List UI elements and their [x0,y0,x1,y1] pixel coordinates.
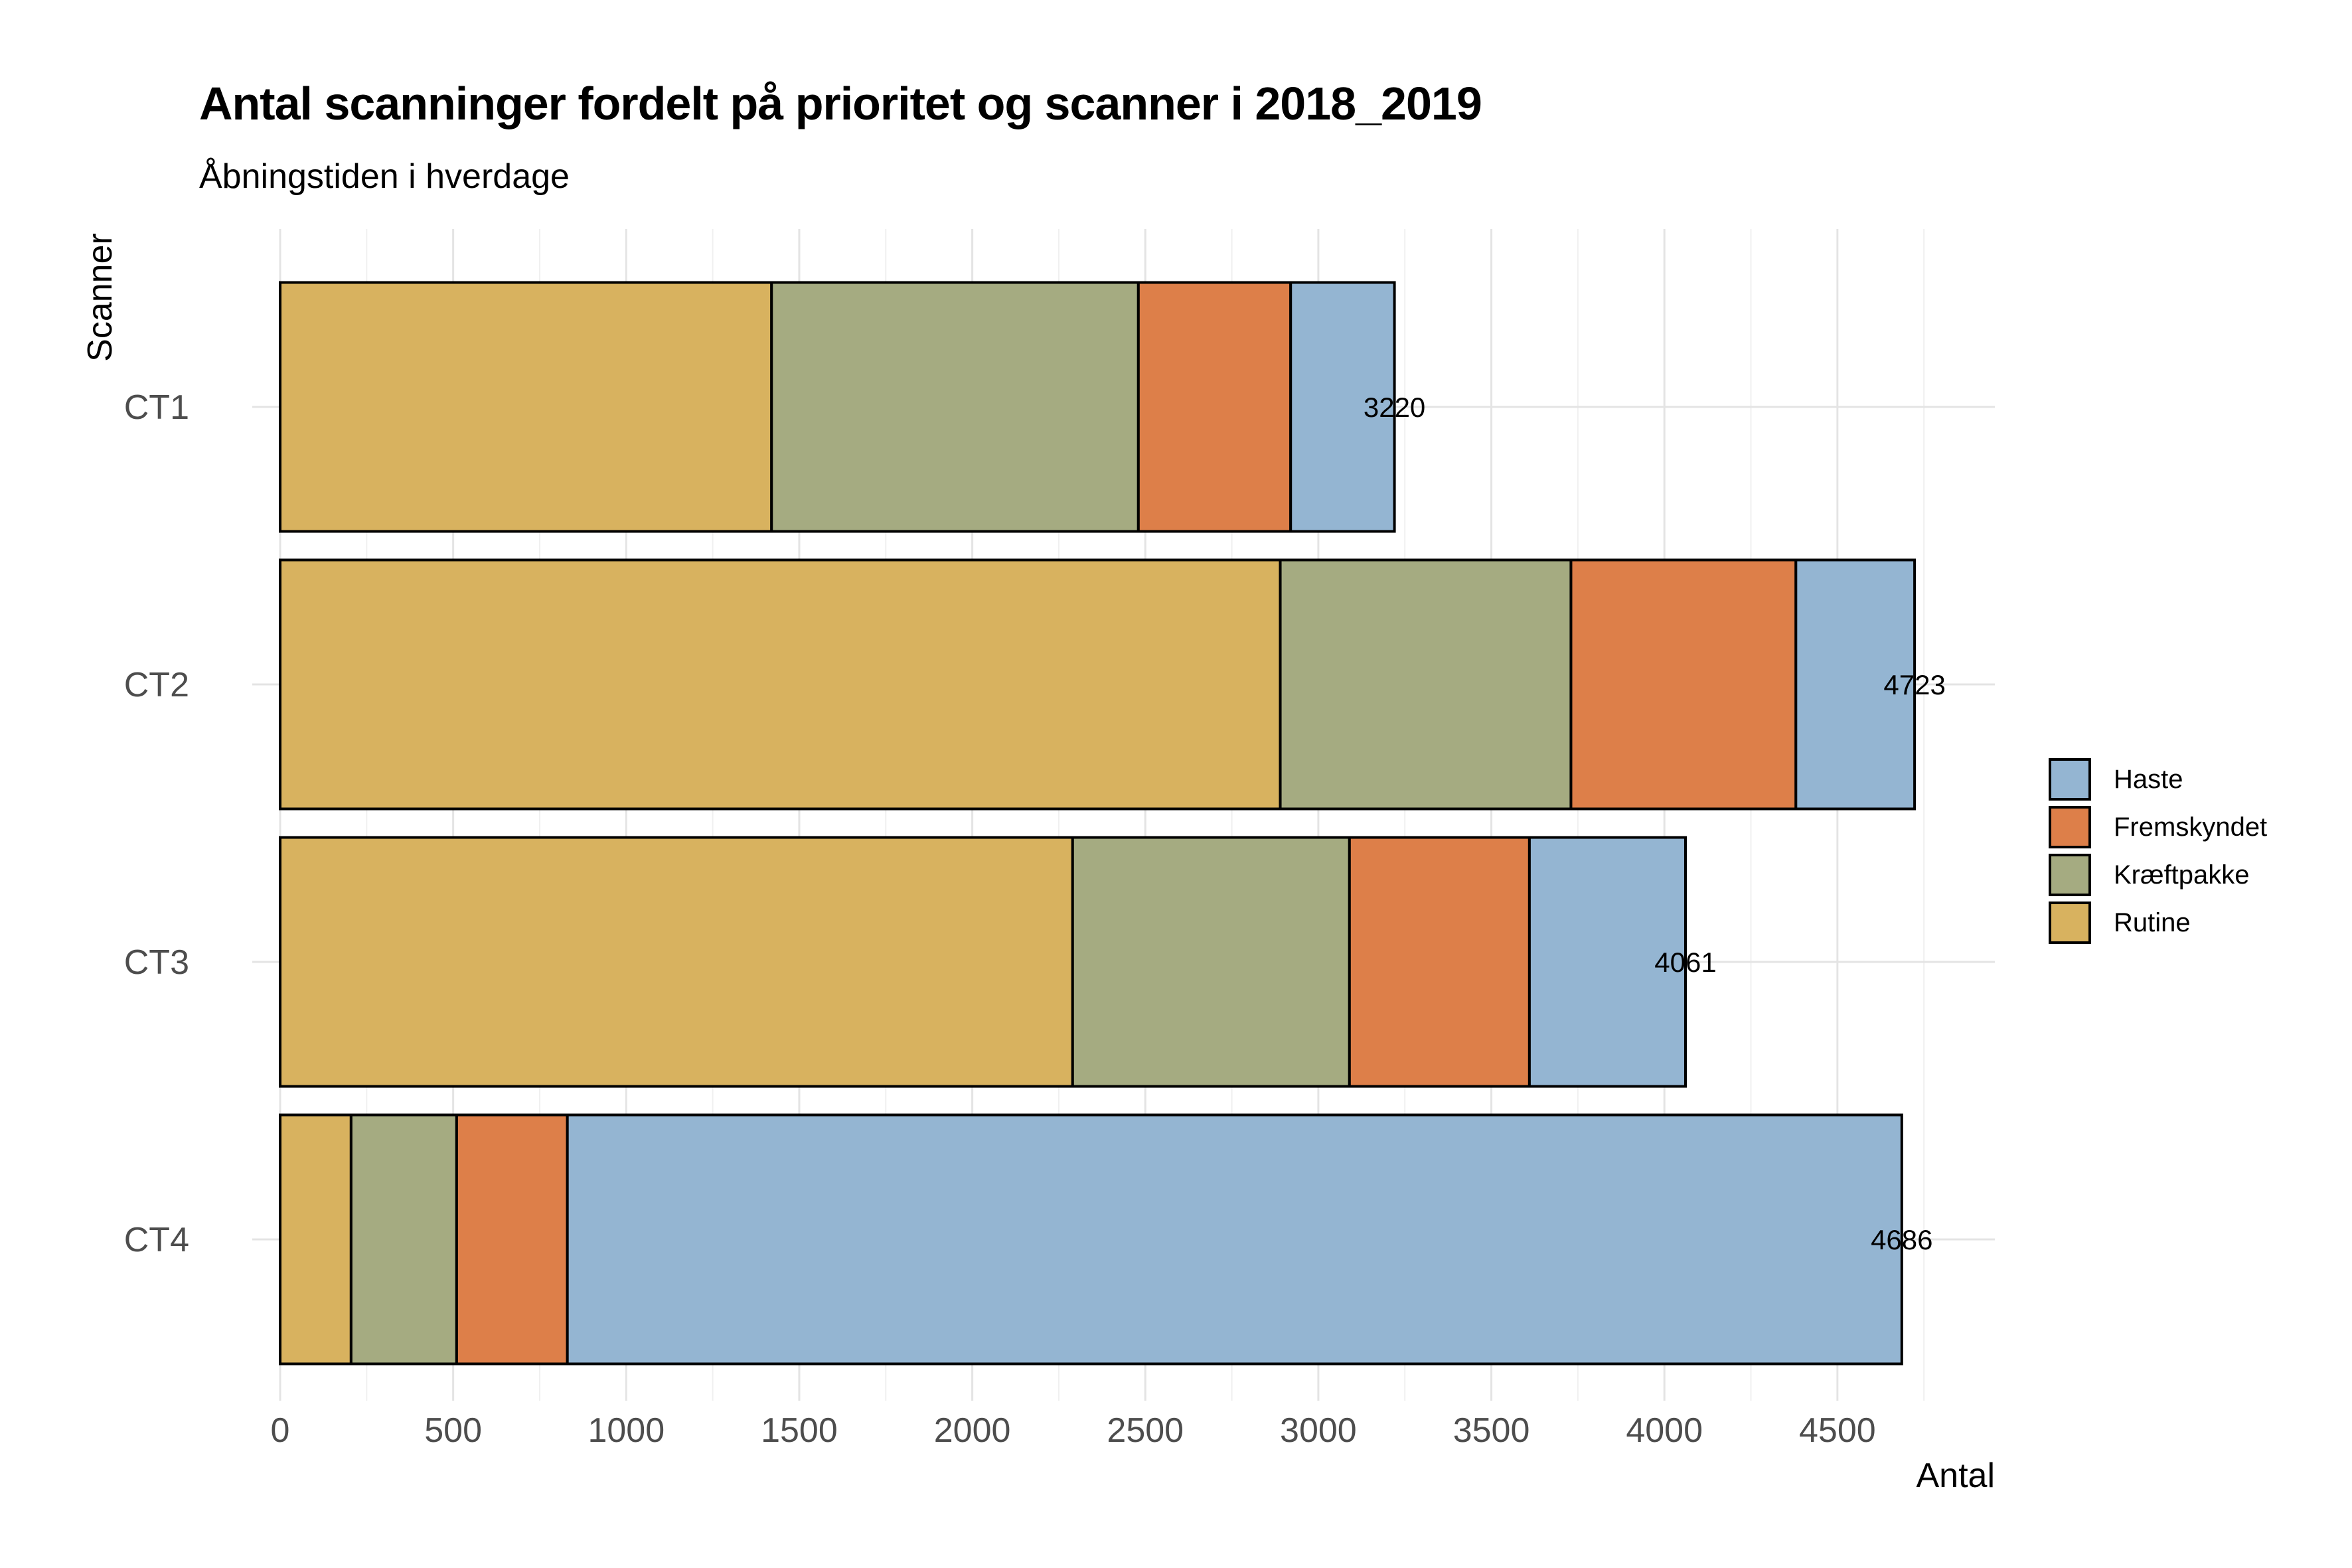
legend-label: Haste [2114,764,2183,794]
legend-swatch [2049,902,2091,944]
chart-subtitle: Åbningstiden i hverdage [199,157,570,196]
legend-label: Fremskyndet [2114,812,2268,842]
legend: Haste Fremskyndet Kræftpakke Rutine [2049,755,2267,947]
x-tick-label: 4000 [1626,1411,1703,1450]
bar-ct3-krftpakke [1071,836,1351,1088]
legend-item: Kræftpakke [2049,851,2267,899]
total-label-ct1: 3220 [1364,392,1425,423]
bar-ct3-haste [1528,836,1687,1088]
bar-ct3-fremskyndet [1348,836,1531,1088]
x-tick-label: 1000 [588,1411,665,1450]
bar-ct1-rutine [279,281,773,533]
y-axis-title: Scanner [81,233,119,362]
y-axis-ticks: CT1 CT2 CT3 CT4 [124,388,189,1259]
legend-swatch [2049,806,2091,848]
x-tick-label: 3500 [1453,1411,1530,1450]
bar-ct4-krftpakke [349,1113,458,1366]
bar-ct3-rutine [279,836,1074,1088]
legend-swatch [2049,854,2091,896]
total-label-ct3: 4061 [1654,947,1716,978]
bar-ct2-haste [1794,558,1917,811]
total-labels: 3220 4723 4061 4686 [1364,392,1946,1255]
y-tick-label: CT3 [124,943,189,982]
bar-ct1-krftpakke [770,281,1140,533]
legend-label: Rutine [2114,907,2191,937]
bar-ct2-fremskyndet [1569,558,1798,811]
x-tick-label: 500 [424,1411,482,1450]
y-tick-label: CT2 [124,666,189,704]
bar-ct4-rutine [279,1113,353,1366]
bar-ct4-fremskyndet [455,1113,569,1366]
x-tick-label: 4500 [1799,1411,1876,1450]
x-tick-label: 1500 [761,1411,838,1450]
x-tick-label: 2000 [934,1411,1011,1450]
x-tick-label: 2500 [1107,1411,1184,1450]
legend-label: Kræftpakke [2114,860,2250,890]
bar-ct1-haste [1289,281,1396,533]
bar-ct1-fremskyndet [1137,281,1293,533]
x-axis-title: Antal [1916,1456,1995,1495]
bar-ct2-krftpakke [1279,558,1573,811]
legend-swatch [2049,758,2091,801]
bar-segments [279,281,1917,1366]
legend-item: Fremskyndet [2049,803,2267,851]
x-axis-ticks: 0 500 1000 1500 2000 2500 3000 3500 4000 4500 [271,1411,1876,1450]
legend-item: Haste [2049,755,2267,803]
total-label-ct4: 4686 [1871,1224,1932,1255]
y-tick-label: CT4 [124,1221,189,1259]
chart-title: Antal scanninger fordelt på prioritet og… [199,78,1482,129]
x-tick-label: 0 [271,1411,290,1450]
x-tick-label: 3000 [1280,1411,1357,1450]
bar-ct2-rutine [279,558,1282,811]
y-tick-label: CT1 [124,388,189,427]
total-label-ct2: 4723 [1883,669,1945,700]
bar-ct4-haste [566,1113,1903,1366]
legend-item: Rutine [2049,899,2267,947]
